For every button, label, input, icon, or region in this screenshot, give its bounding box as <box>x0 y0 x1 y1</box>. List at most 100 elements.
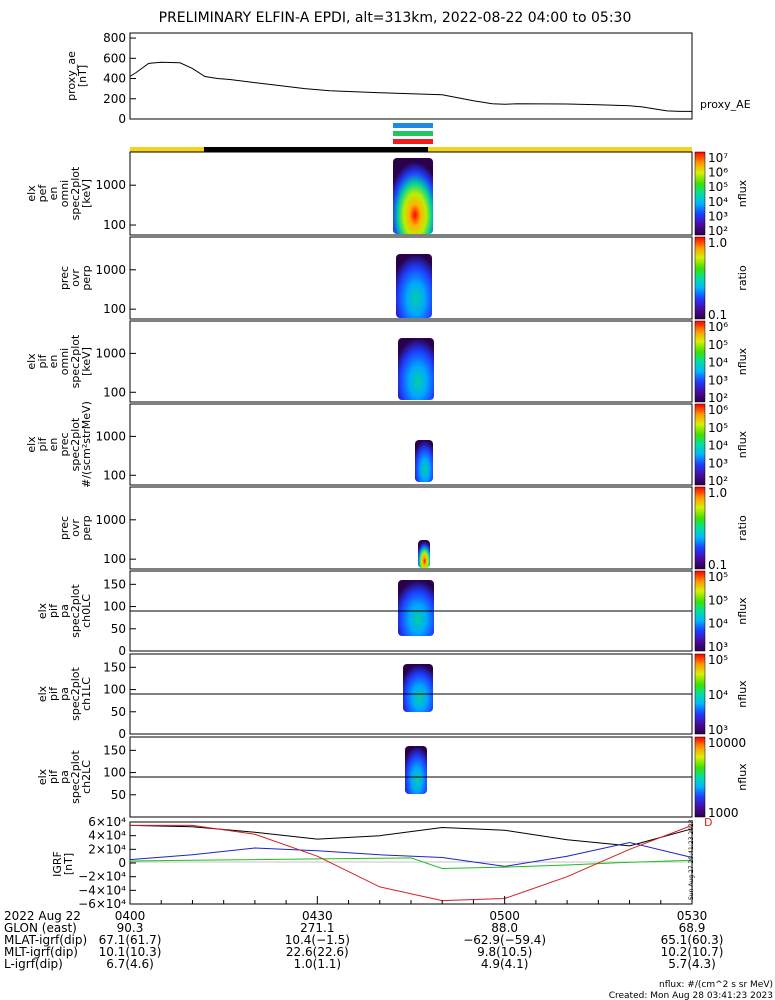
spectrogram-frame <box>129 403 693 486</box>
colorbar-label: ratio <box>736 515 749 541</box>
spectrogram-ylabel-line-1: pif <box>36 353 49 368</box>
spectrogram-ytick-label: 1000 <box>95 513 126 527</box>
spectrogram-ylabel-line-2: perp <box>80 265 93 290</box>
colorbar-label: nflux <box>736 680 749 708</box>
ephemeris-value: 1.0(1.1) <box>294 957 342 971</box>
spectrogram-ytick-label: 150 <box>103 660 126 674</box>
colorbar <box>694 736 706 818</box>
ae-ytick-label: 400 <box>103 72 126 86</box>
colorbar-tick-label: 10⁵ <box>708 570 728 584</box>
colorbar-tick-label: 1000 <box>708 806 739 820</box>
ephemeris-row-label: 2022 Aug 22 <box>4 909 81 923</box>
spectrogram-ylabel-line-0: elx <box>25 353 38 370</box>
spectrogram-ylabel-line-4: spec2plot <box>69 334 82 388</box>
spectrogram-ylabel-line-5: [keV] <box>80 179 93 208</box>
ephemeris-row-label: MLT-igrf(dip) <box>4 945 78 959</box>
spectrogram-data-patch <box>396 254 432 318</box>
spectrogram-ytick-label: 1000 <box>95 178 126 192</box>
colorbar-tick-label: 10² <box>708 224 728 238</box>
igrf-ylabel-line-0: IGRF <box>51 851 64 877</box>
spectrogram-ylabel-line-2: pa <box>58 770 71 784</box>
colorbar-tick-label: 10⁴ <box>708 617 728 631</box>
spectrogram-ylabel-line-0: elx <box>36 768 49 785</box>
spectrogram-ylabel-line-1: pif <box>47 769 60 784</box>
time-axis <box>129 896 693 904</box>
colorbar-tick-label: 1.0 <box>708 236 727 250</box>
ephemeris-value: 0430 <box>302 909 333 923</box>
spectrogram-data-patch <box>398 580 434 636</box>
marker-blue <box>393 123 433 128</box>
colorbar-tick-label: 10³ <box>708 209 728 223</box>
spectrogram-data-patch <box>405 746 427 794</box>
colorbar-tick-label: 10⁶ <box>708 320 728 334</box>
colorbar-tick-label: 10⁴ <box>708 688 728 702</box>
spectrogram-data-patch <box>403 664 433 712</box>
spectrogram-ytick-label: 50 <box>111 622 126 636</box>
ephemeris-value: 67.1(61.7) <box>99 933 162 947</box>
colorbar-tick-label: 10⁵ <box>708 421 728 435</box>
spectrogram-ylabel-line-1: pif <box>47 603 60 618</box>
spectrogram-ylabel-line-1: ovr <box>69 519 82 537</box>
spectrogram-ylabel-line-4: ch2LC <box>80 760 93 794</box>
igrf-ytick-label: −2×10⁴ <box>78 870 126 884</box>
ephemeris-value: 68.9 <box>679 921 706 935</box>
spectrogram-ylabel-line-1: ovr <box>69 269 82 287</box>
colorbar-tick-label: 10⁵ <box>708 180 728 194</box>
colorbar <box>694 653 706 735</box>
ae-ytick-label: 0 <box>118 112 126 126</box>
ae-ylabel-line-1: [nT] <box>76 65 89 87</box>
igrf-ytick-label: 4×10⁴ <box>88 829 126 843</box>
ephemeris-value: 9.8(10.5) <box>477 945 532 959</box>
spectrogram-ytick-label: 100 <box>103 552 126 566</box>
spectrogram-ylabel-line-0: elx <box>25 185 38 202</box>
colorbar-tick-label: 10⁴ <box>708 195 728 209</box>
ae-ytick-label: 800 <box>103 31 126 45</box>
spectrogram-ytick-label: 1000 <box>95 346 126 360</box>
spectrogram-ylabel-line-4: ch1LC <box>80 677 93 711</box>
ephemeris-value: 271.1 <box>300 921 334 935</box>
colorbar-tick-label: 10⁶ <box>708 166 728 180</box>
spectrogram-ylabel-line-0: prec <box>58 516 71 540</box>
spectrogram-ylabel-line-1: pif <box>36 436 49 451</box>
ae-ytick-label: 600 <box>103 51 126 65</box>
colorbar-label: nflux <box>736 179 749 207</box>
colorbar-tick-label: 10⁵ <box>708 338 728 352</box>
spectrogram-ytick-label: 1000 <box>95 429 126 443</box>
spectrogram-ylabel-line-4: spec2plot <box>69 166 82 220</box>
igrf-series-total <box>130 824 693 902</box>
colorbar-tick-label: 10² <box>708 474 728 488</box>
spectrogram-data-patch <box>393 158 433 234</box>
spectrogram-ylabel-line-5: [keV] <box>80 347 93 376</box>
spectrogram-ylabel-line-0: elx <box>36 602 49 619</box>
spectrogram-panel-4: 1000 100 elxpifenprecspec2plot#/(scm²strMe… <box>25 401 749 488</box>
colorbar-tick-label: 10⁷ <box>708 151 728 165</box>
created-timestamp: Created: Mon Aug 28 03:41:23 2023 <box>609 991 773 1000</box>
spectrogram-ylabel-line-2: perp <box>80 515 93 540</box>
spectrogram-ylabel-line-2: en <box>47 187 60 201</box>
colorbar-label: ratio <box>736 265 749 291</box>
spectrogram-frame <box>129 320 693 403</box>
spectrogram-data-patch <box>398 338 434 400</box>
colorbar-tick-label: 0.1 <box>708 558 727 572</box>
ephemeris-value: 6.7(4.6) <box>106 957 154 971</box>
spectrogram-ytick-label: 150 <box>103 577 126 591</box>
colorbar-tick-label: 10⁴ <box>708 439 728 453</box>
spectrogram-ytick-label: 1000 <box>95 263 126 277</box>
spectrogram-frame <box>129 151 693 236</box>
spectrogram-ylabel-line-2: en <box>47 355 60 369</box>
colorbar <box>694 151 706 236</box>
colorbar-tick-label: 10² <box>708 391 728 405</box>
spectrogram-ytick-label: 0 <box>118 644 126 658</box>
science-zone-markers <box>393 123 433 144</box>
shadow-segment <box>204 147 428 152</box>
colorbar-tick-label: 10⁵ <box>708 653 728 667</box>
spectrogram-ytick-label: 100 <box>103 302 126 316</box>
ephemeris-row-label: GLON (east) <box>4 921 77 935</box>
orbit-shadow-bar <box>130 147 692 152</box>
igrf-ytick-label: −4×10⁴ <box>78 883 126 897</box>
